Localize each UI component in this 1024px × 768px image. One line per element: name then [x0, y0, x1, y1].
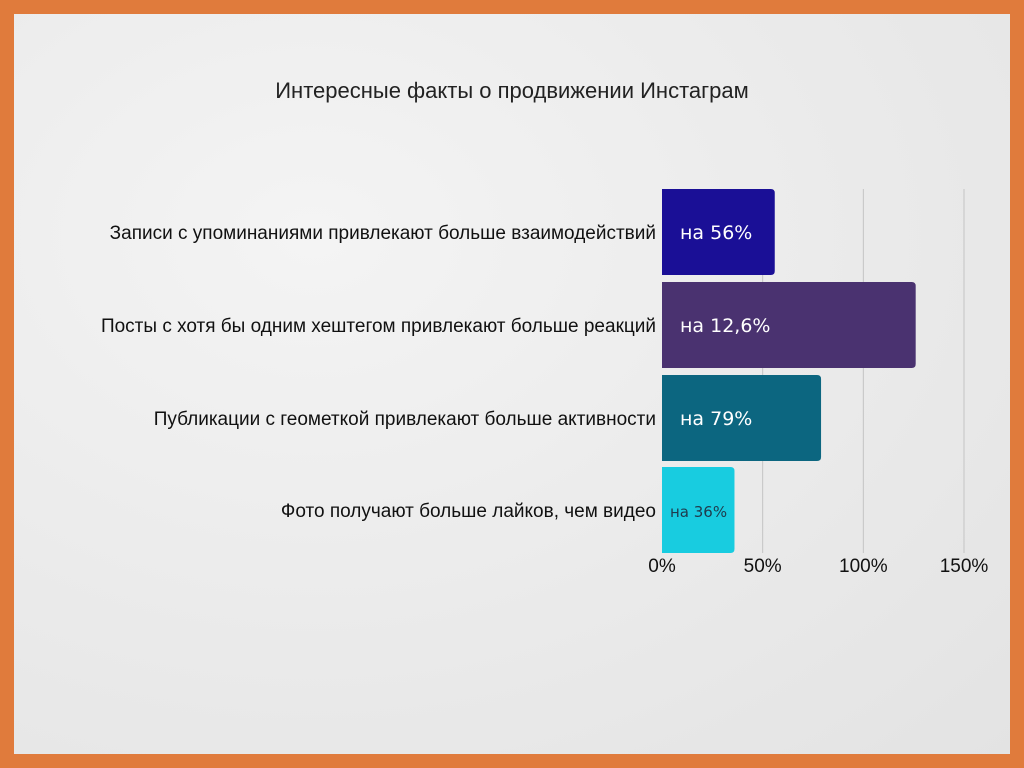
x-tick-label: 100%: [839, 556, 888, 577]
bar: [662, 189, 775, 275]
bar: [662, 282, 916, 368]
x-tick-label: 0%: [648, 556, 676, 577]
x-tick-label: 150%: [940, 556, 989, 577]
category-label: Публикации с геометкой привлекают больше…: [154, 409, 656, 430]
data-label: на 79%: [680, 408, 752, 430]
bar: [662, 375, 822, 461]
chart-title: Интересные факты о продвижении Инстаграм: [275, 78, 749, 103]
category-label: Посты с хотя бы одним хештегом привлекаю…: [101, 316, 656, 337]
data-label: на 36%: [670, 503, 727, 521]
data-label: на 56%: [680, 222, 752, 244]
category-label: Фото получают больше лайков, чем видео: [281, 501, 656, 522]
slide-background: [14, 14, 1010, 754]
bar: [662, 467, 735, 553]
data-label: на 12,6%: [680, 315, 770, 337]
x-tick-label: 50%: [744, 556, 782, 577]
category-label: Записи с упоминаниями привлекают больше …: [110, 223, 656, 244]
